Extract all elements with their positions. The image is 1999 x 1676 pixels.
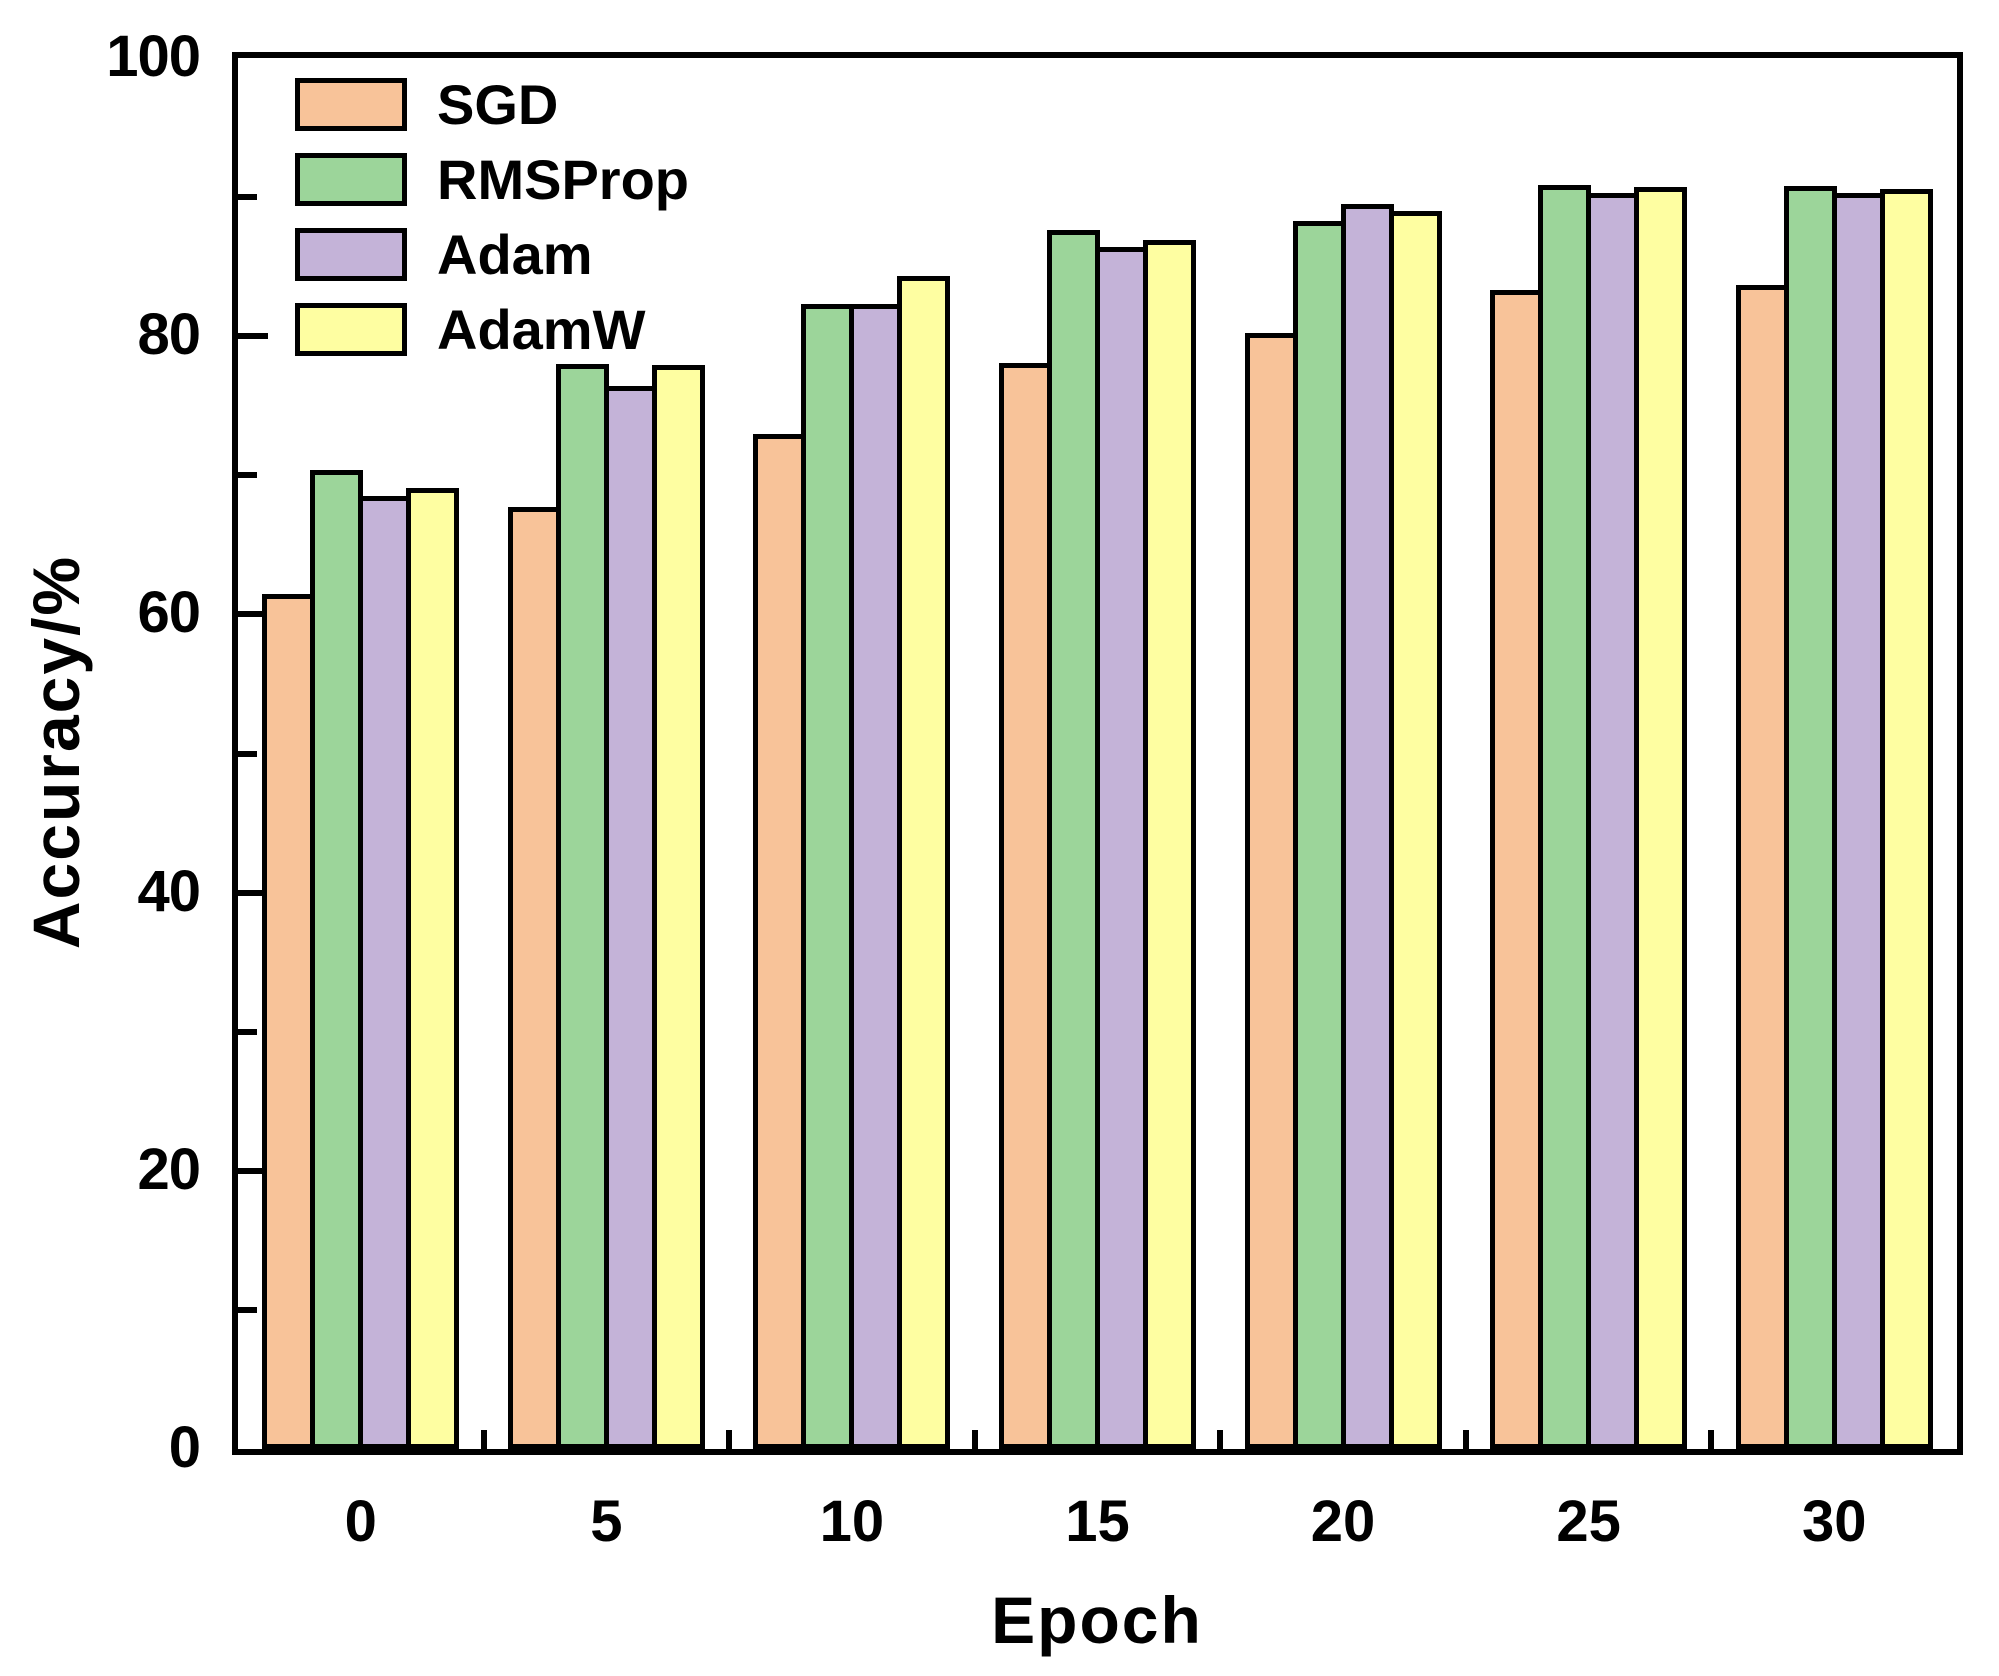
y-tick-label: 0 [168, 1415, 201, 1481]
y-major-tick [238, 1167, 268, 1174]
bar-sgd-epoch-30 [1735, 284, 1789, 1449]
x-minor-tick [1462, 1430, 1469, 1449]
y-tick-label: 40 [137, 858, 201, 924]
bar-rmsprop-epoch-0 [310, 469, 364, 1449]
x-minor-tick [1708, 1430, 1715, 1449]
x-tick-label: 15 [1065, 1489, 1130, 1554]
legend-swatch-rmsprop [295, 153, 407, 206]
y-major-tick [238, 889, 268, 896]
x-minor-tick [971, 1430, 978, 1449]
legend-swatch-adam [295, 228, 407, 281]
legend-row-rmsprop: RMSProp [295, 147, 689, 212]
y-axis-title: Accuracy/% [19, 554, 93, 950]
x-tick-label: 10 [819, 1489, 885, 1554]
bar-adamw-epoch-30 [1879, 188, 1933, 1449]
bar-adamw-epoch-10 [897, 276, 951, 1449]
bar-rmsprop-epoch-30 [1783, 185, 1837, 1449]
bar-sgd-epoch-5 [507, 507, 561, 1449]
bar-adam-epoch-15 [1095, 247, 1148, 1449]
bar-sgd-epoch-10 [753, 433, 807, 1449]
bar-adam-epoch-5 [603, 386, 657, 1449]
bar-adam-epoch-25 [1586, 192, 1640, 1449]
y-minor-tick [238, 1306, 257, 1313]
legend-swatch-sgd [295, 78, 407, 131]
bar-adam-epoch-30 [1831, 192, 1885, 1449]
y-tick-label: 60 [137, 580, 201, 646]
bar-adamw-epoch-0 [406, 487, 460, 1449]
legend-label-rmsprop: RMSProp [437, 148, 689, 211]
bar-rmsprop-epoch-5 [555, 364, 609, 1449]
bar-adamw-epoch-5 [651, 365, 705, 1449]
plot-area [238, 58, 1957, 1449]
bar-sgd-epoch-0 [262, 593, 316, 1449]
x-minor-tick [1217, 1430, 1224, 1449]
bar-adam-epoch-10 [849, 304, 903, 1449]
bar-rmsprop-epoch-20 [1292, 220, 1346, 1449]
legend-row-adamw: AdamW [295, 297, 689, 362]
legend-row-adam: Adam [295, 222, 689, 287]
bar-rmsprop-epoch-25 [1538, 184, 1592, 1449]
x-tick-label: 25 [1556, 1489, 1621, 1554]
bar-adamw-epoch-20 [1388, 211, 1442, 1449]
legend-row-sgd: SGD [295, 72, 689, 137]
y-tick-label: 80 [137, 302, 201, 368]
legend-label-sgd: SGD [437, 73, 559, 136]
y-tick-label: 20 [137, 1136, 201, 1202]
x-tick-label: 5 [590, 1489, 623, 1554]
x-tick-label: 30 [1801, 1489, 1867, 1554]
legend-label-adamw: AdamW [437, 298, 646, 361]
bar-rmsprop-epoch-10 [801, 304, 855, 1449]
y-tick-label: 100 [106, 24, 201, 90]
bar-sgd-epoch-25 [1490, 290, 1544, 1449]
bar-adam-epoch-0 [358, 496, 412, 1449]
y-major-tick [238, 333, 268, 340]
legend-swatch-adamw [295, 303, 407, 356]
x-minor-tick [726, 1430, 733, 1449]
bar-sgd-epoch-15 [999, 362, 1052, 1449]
x-minor-tick [480, 1430, 487, 1449]
bar-adamw-epoch-15 [1143, 240, 1196, 1449]
y-major-tick [238, 611, 268, 618]
x-tick-label: 0 [344, 1489, 377, 1554]
x-axis-title: Epoch [991, 1583, 1203, 1657]
bar-sgd-epoch-20 [1244, 333, 1298, 1449]
y-minor-tick [238, 194, 257, 201]
bar-adam-epoch-20 [1340, 204, 1394, 1449]
x-tick-label: 20 [1310, 1489, 1376, 1554]
y-minor-tick [238, 1028, 257, 1035]
legend: SGD RMSProp Adam AdamW [295, 72, 689, 372]
legend-label-adam: Adam [437, 223, 593, 286]
bar-rmsprop-epoch-15 [1047, 230, 1100, 1449]
bar-adamw-epoch-25 [1634, 187, 1688, 1449]
y-minor-tick [238, 750, 257, 757]
y-minor-tick [238, 472, 257, 479]
